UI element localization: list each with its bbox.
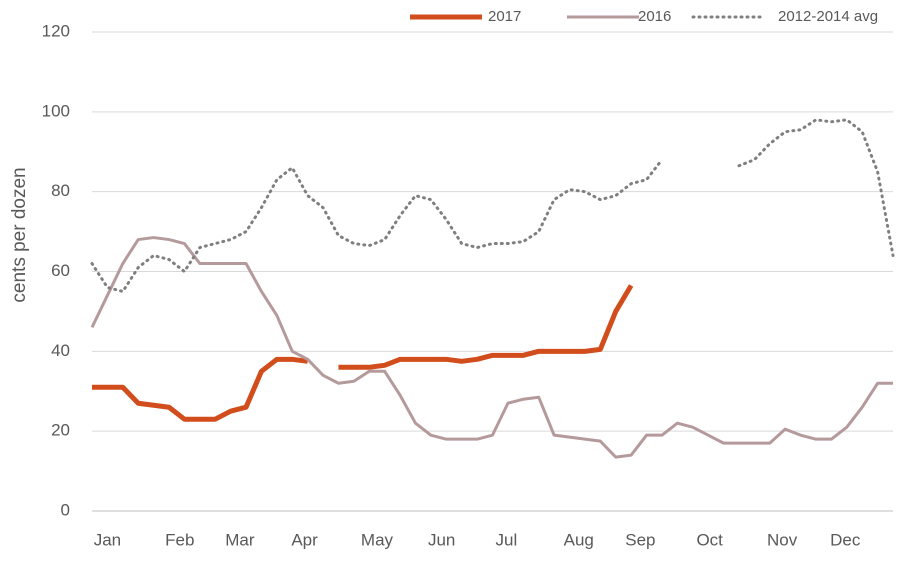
- x-tick-label: Apr: [291, 530, 318, 549]
- x-tick-label: Feb: [165, 530, 194, 549]
- x-tick-label: Mar: [225, 530, 255, 549]
- x-tick-label: Sep: [625, 530, 655, 549]
- y-tick-label: 40: [51, 341, 70, 360]
- x-tick-label: Jan: [94, 530, 121, 549]
- legend-label: 2017: [488, 8, 521, 25]
- line-series: [90, 236, 893, 459]
- x-tick-label: Dec: [830, 530, 861, 549]
- line-series: [92, 284, 634, 422]
- y-tick-label: 0: [61, 500, 70, 519]
- y-tick-label: 80: [51, 181, 70, 200]
- x-tick-label: May: [361, 530, 394, 549]
- legend-label: 2012-2014 avg: [778, 8, 878, 25]
- x-tick-label: Aug: [564, 530, 594, 549]
- legend-label: 2016: [638, 8, 671, 25]
- y-tick-label: 120: [42, 21, 70, 40]
- y-tick-label: 60: [51, 261, 70, 280]
- x-tick-label: Nov: [767, 530, 798, 549]
- y-tick-label: 100: [42, 101, 70, 120]
- x-tick-label: Jul: [495, 530, 517, 549]
- y-axis-title: cents per dozen: [9, 167, 30, 302]
- x-tick-label: Oct: [696, 530, 723, 549]
- x-tick-label: Jun: [428, 530, 455, 549]
- y-tick-label: 20: [51, 421, 70, 440]
- line-series: [90, 118, 895, 293]
